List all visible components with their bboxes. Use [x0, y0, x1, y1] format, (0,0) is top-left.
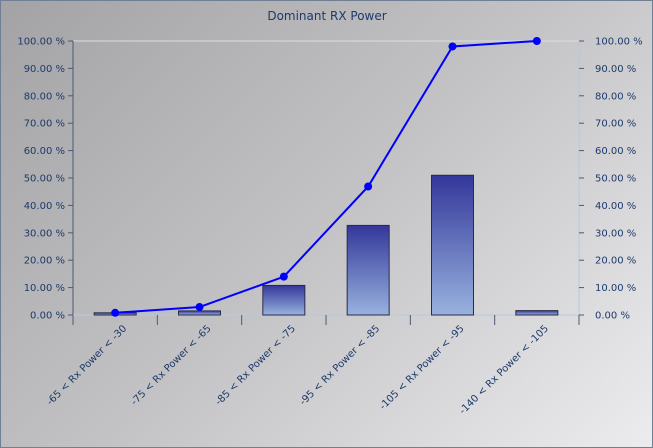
cumulative-line: [115, 40, 537, 314]
left-tick-label: 80.00 %: [24, 91, 65, 102]
right-tick-label: 30.00 %: [595, 228, 636, 239]
right-tick-label: 20.00 %: [595, 256, 636, 267]
cumulative-point: [195, 303, 204, 312]
bar: [515, 310, 559, 316]
left-tick-label: 70.00 %: [24, 119, 65, 130]
right-tick-label: 10.00 %: [595, 283, 636, 294]
left-tick-label: 10.00 %: [24, 283, 65, 294]
chart-title: Dominant RX Power: [267, 9, 386, 23]
left-tick-label: 50.00 %: [24, 174, 65, 185]
x-category-label: -95 < Rx Power < -85: [298, 323, 382, 407]
right-tick-label: 100.00 %: [595, 37, 643, 48]
left-tick-label: 60.00 %: [24, 146, 65, 157]
right-tick-label: 0.00 %: [595, 311, 630, 322]
left-tick-label: 100.00 %: [17, 37, 65, 48]
left-tick-label: 40.00 %: [24, 201, 65, 212]
plot-border: [72, 40, 580, 316]
right-tick-label: 80.00 %: [595, 91, 636, 102]
right-tick-label: 50.00 %: [595, 174, 636, 185]
left-tick-label: 30.00 %: [24, 228, 65, 239]
x-category-label: -65 < Rx Power < -30: [45, 323, 129, 407]
cumulative-point: [364, 182, 373, 191]
bar: [346, 224, 390, 316]
left-tick-label: 90.00 %: [24, 64, 65, 75]
cumulative-point: [532, 37, 541, 45]
right-tick-label: 90.00 %: [595, 64, 636, 75]
cumulative-point: [279, 272, 288, 281]
bar: [431, 174, 474, 316]
bar: [178, 310, 221, 316]
x-category-label: -85 < Rx Power < -75: [214, 323, 298, 407]
bar: [262, 284, 306, 316]
left-tick-label: 0.00 %: [30, 311, 65, 322]
x-category-label: -105 < Rx Power < -95: [378, 323, 467, 412]
x-category-label: -140 < Rx Power < -105: [458, 323, 551, 416]
cumulative-point: [111, 308, 120, 317]
left-tick-label: 20.00 %: [24, 256, 65, 267]
plot-area: 0.00 % 10.00 % 20.00 % 30.00 % 40.00 % 50.00 …: [17, 37, 642, 417]
right-tick-label: 60.00 %: [595, 146, 636, 157]
right-tick-label: 40.00 %: [595, 201, 636, 212]
right-tick-label: 70.00 %: [595, 119, 636, 130]
cumulative-point: [448, 42, 457, 51]
x-category-label: -75 < Rx Power < -65: [129, 323, 213, 407]
